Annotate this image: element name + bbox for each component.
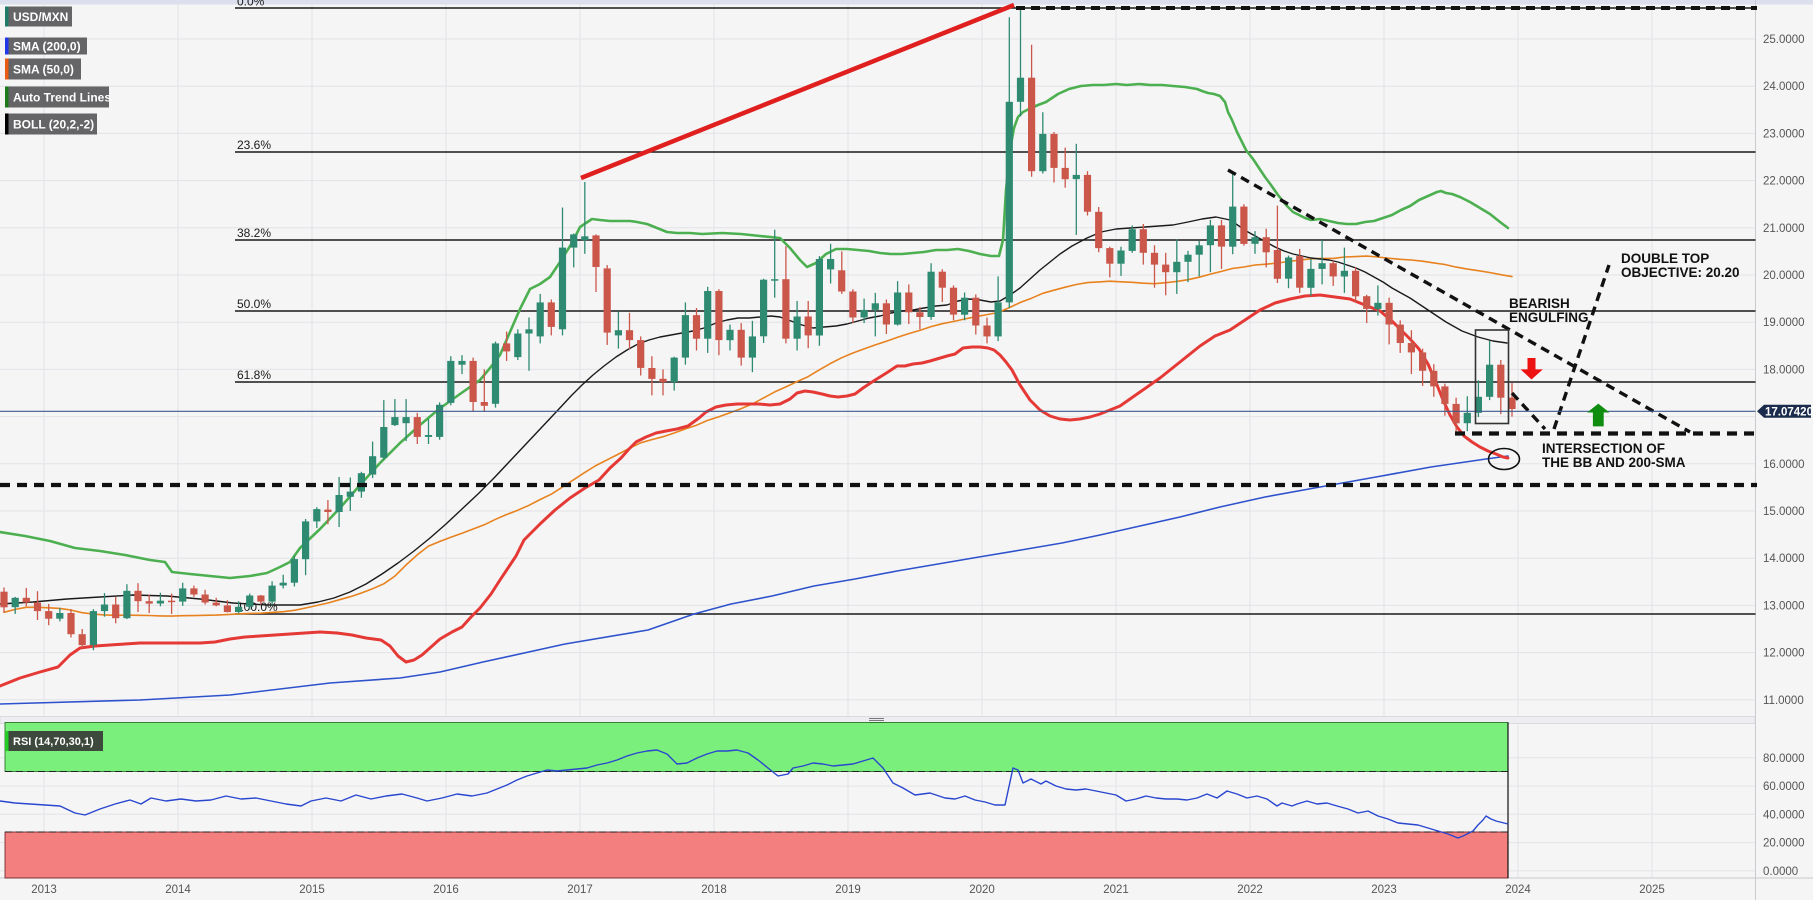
svg-text:2024: 2024 — [1505, 884, 1531, 896]
svg-text:38.2%: 38.2% — [237, 226, 271, 240]
svg-text:50.0%: 50.0% — [237, 297, 271, 311]
svg-text:22.0000: 22.0000 — [1763, 176, 1805, 188]
svg-text:0.0000: 0.0000 — [1763, 866, 1798, 878]
svg-text:15.0000: 15.0000 — [1763, 506, 1805, 518]
svg-text:14.0000: 14.0000 — [1763, 553, 1805, 565]
svg-text:2023: 2023 — [1371, 884, 1397, 896]
svg-text:18.0000: 18.0000 — [1763, 364, 1805, 376]
svg-text:11.0000: 11.0000 — [1763, 695, 1804, 707]
svg-text:60.0000: 60.0000 — [1763, 781, 1805, 793]
svg-text:2022: 2022 — [1237, 884, 1263, 896]
svg-text:2014: 2014 — [165, 884, 191, 896]
svg-text:ENGULFING: ENGULFING — [1509, 310, 1589, 325]
svg-text:61.8%: 61.8% — [237, 368, 271, 382]
svg-text:RSI (14,70,30,1): RSI (14,70,30,1) — [13, 736, 94, 748]
svg-text:SMA (200,0): SMA (200,0) — [13, 40, 81, 54]
svg-text:80.0000: 80.0000 — [1763, 753, 1805, 765]
svg-text:25.0000: 25.0000 — [1763, 34, 1805, 46]
svg-text:2020: 2020 — [969, 884, 995, 896]
svg-text:Auto Trend Lines: Auto Trend Lines — [13, 91, 111, 105]
svg-text:2016: 2016 — [433, 884, 459, 896]
svg-text:16.0000: 16.0000 — [1763, 459, 1805, 471]
svg-text:19.0000: 19.0000 — [1763, 317, 1805, 329]
svg-text:24.0000: 24.0000 — [1763, 81, 1805, 93]
svg-text:USD/MXN: USD/MXN — [13, 10, 68, 24]
svg-text:OBJECTIVE: 20.20: OBJECTIVE: 20.20 — [1621, 265, 1740, 280]
svg-text:20.0000: 20.0000 — [1763, 838, 1805, 850]
svg-text:23.6%: 23.6% — [237, 138, 271, 152]
svg-text:2018: 2018 — [701, 884, 727, 896]
svg-text:THE BB AND 200-SMA: THE BB AND 200-SMA — [1542, 455, 1686, 470]
svg-text:2017: 2017 — [567, 884, 593, 896]
svg-text:BOLL (20,2,-2): BOLL (20,2,-2) — [13, 118, 94, 132]
svg-text:2025: 2025 — [1639, 884, 1665, 896]
svg-text:2013: 2013 — [31, 884, 57, 896]
svg-text:17.07420: 17.07420 — [1765, 407, 1813, 419]
svg-text:2019: 2019 — [835, 884, 861, 896]
svg-text:23.0000: 23.0000 — [1763, 128, 1805, 140]
svg-text:2021: 2021 — [1103, 884, 1129, 896]
svg-text:SMA (50,0): SMA (50,0) — [13, 63, 74, 77]
svg-text:2015: 2015 — [299, 884, 325, 896]
svg-text:0.0%: 0.0% — [237, 0, 265, 9]
svg-text:INTERSECTION OF: INTERSECTION OF — [1542, 441, 1665, 456]
svg-text:40.0000: 40.0000 — [1763, 809, 1805, 821]
svg-text:12.0000: 12.0000 — [1763, 648, 1805, 660]
svg-text:21.0000: 21.0000 — [1763, 223, 1805, 235]
svg-text:DOUBLE TOP: DOUBLE TOP — [1621, 251, 1709, 266]
svg-text:BEARISH: BEARISH — [1509, 296, 1570, 311]
svg-text:13.0000: 13.0000 — [1763, 600, 1805, 612]
svg-text:20.0000: 20.0000 — [1763, 270, 1805, 282]
